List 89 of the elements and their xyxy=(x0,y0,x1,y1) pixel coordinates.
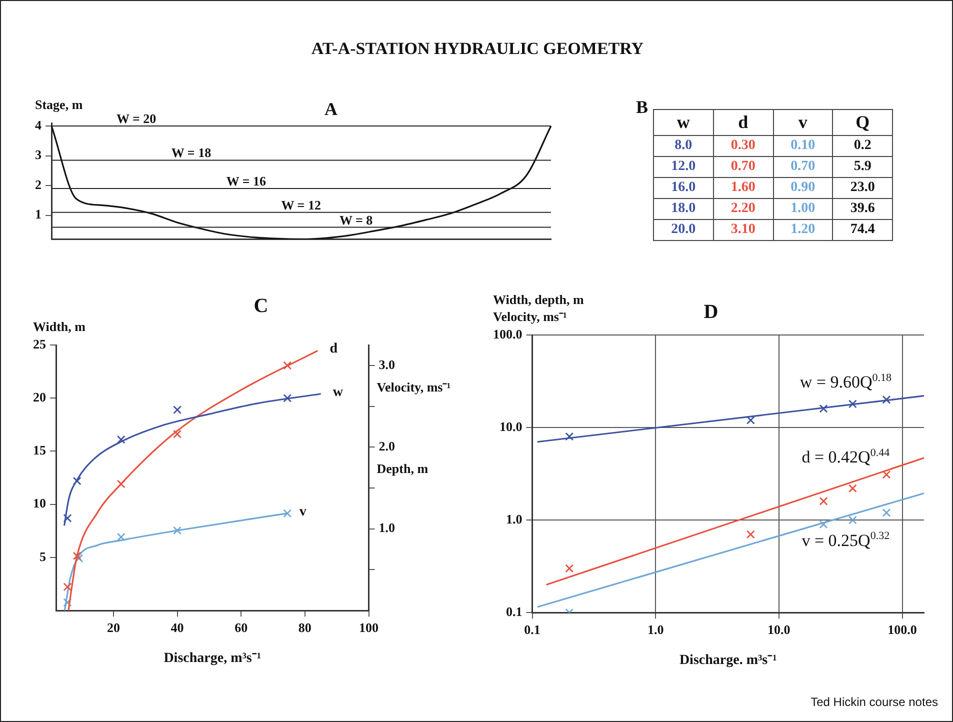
x-axis-title: Discharge, m³s⁻¹ xyxy=(164,651,262,666)
y-tick-label: 10.0 xyxy=(500,418,522,434)
point xyxy=(63,514,72,522)
text: 1.00 xyxy=(790,201,816,216)
x-tick-label: 60 xyxy=(234,620,248,635)
line-series xyxy=(68,350,318,611)
text: 0.90 xyxy=(790,180,816,195)
text: Depth, m xyxy=(376,461,428,476)
text: 2.20 xyxy=(730,201,756,216)
point xyxy=(116,435,126,444)
y-tick-label: 1 xyxy=(35,206,42,222)
point xyxy=(63,598,72,607)
y-axis-title: Width, depth, m Velocity, ms⁻¹ xyxy=(493,292,584,324)
y-tick-label: 15 xyxy=(33,442,46,458)
annotation: W = 16 xyxy=(226,174,267,189)
text: 16.0 xyxy=(671,180,696,195)
text: 0.70 xyxy=(730,159,756,174)
point xyxy=(116,532,126,542)
text: 0.10 xyxy=(790,138,816,153)
text: 18.0 xyxy=(671,201,696,216)
text: B xyxy=(634,97,649,118)
point xyxy=(173,526,182,535)
text: 74.4 xyxy=(850,222,875,237)
text: 23.0 xyxy=(850,180,875,195)
y2-tick-label: 1.0 xyxy=(378,520,395,536)
text: 3.10 xyxy=(730,222,756,237)
text: Ted Hickin course notes xyxy=(810,695,938,709)
annotation: W = 12 xyxy=(281,197,321,212)
y-axis-title: Stage, m xyxy=(35,97,83,112)
text: 1.60 xyxy=(730,180,756,195)
point xyxy=(283,509,292,518)
y-tick-label: 2 xyxy=(35,176,42,192)
point xyxy=(74,554,84,563)
text: 0.30 xyxy=(730,138,756,153)
chart-title: D xyxy=(702,301,720,324)
y-axis-title: Width, m xyxy=(33,319,86,334)
y-tick-label: 25 xyxy=(33,336,46,352)
y2-tick-label: 3.0 xyxy=(378,356,395,372)
chart-title: C xyxy=(252,295,270,318)
text: 5.9 xyxy=(854,159,872,174)
x-tick-label: 20 xyxy=(106,620,120,635)
x-tick-label: 10.0 xyxy=(768,622,790,637)
x-tick-label: 40 xyxy=(170,620,184,635)
point xyxy=(72,476,82,486)
series-label: v xyxy=(299,504,306,520)
point xyxy=(173,406,182,414)
category-label: v xyxy=(773,110,833,136)
x-tick-label: 1.0 xyxy=(647,622,664,637)
chart-subtitle: A xyxy=(324,99,338,120)
x-axis-title: Discharge. m³s⁻¹ xyxy=(679,653,777,668)
line-series xyxy=(64,512,288,611)
point xyxy=(173,430,182,438)
chart-title: AT-A-STATION HYDRAULIC GEOMETRY xyxy=(310,39,645,59)
y2-axis-title: Velocity, ms⁻¹ xyxy=(376,379,451,394)
category-label: Q xyxy=(832,110,892,136)
line-series xyxy=(50,125,552,240)
y-tick-label: 100.0 xyxy=(493,326,522,342)
series-label: w xyxy=(332,384,344,400)
y-tick-label: 1.0 xyxy=(506,511,522,526)
point xyxy=(72,552,82,560)
text: 20.0 xyxy=(671,222,696,237)
text: 39.6 xyxy=(850,201,875,216)
point xyxy=(63,582,72,592)
x-tick-label: 0.1 xyxy=(524,622,540,637)
x-tick-label: 80 xyxy=(298,620,312,635)
y2-tick-label: 2.0 xyxy=(378,438,395,454)
annotation: W = 18 xyxy=(171,145,212,160)
annotation: W = 20 xyxy=(116,110,156,126)
text: 12.0 xyxy=(671,159,696,174)
y-tick-label: 10 xyxy=(33,496,46,511)
text: 8.0 xyxy=(674,138,692,153)
series-label: d xyxy=(330,342,338,357)
annotation: W = 8 xyxy=(339,212,374,228)
y-tick-label: 5 xyxy=(40,548,46,564)
y-tick-label: 0.1 xyxy=(506,604,522,619)
point xyxy=(283,394,292,402)
text: 0.2 xyxy=(854,138,872,153)
text: 1.20 xyxy=(790,222,816,237)
text: 0.70 xyxy=(790,159,816,174)
line-series xyxy=(64,393,322,526)
point xyxy=(116,480,126,488)
category-label: d xyxy=(713,110,773,136)
point xyxy=(283,361,292,370)
category-label: w xyxy=(654,110,714,136)
y-tick-label: 3 xyxy=(35,147,42,162)
x-tick-label: 100.0 xyxy=(888,622,917,637)
x-tick-label: 100 xyxy=(359,620,378,635)
y-tick-label: 20 xyxy=(33,389,46,404)
y-tick-label: 4 xyxy=(35,117,42,132)
